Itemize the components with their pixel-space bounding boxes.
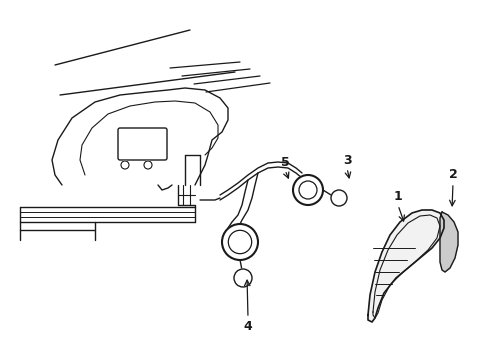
Circle shape bbox=[234, 269, 252, 287]
Circle shape bbox=[222, 224, 258, 260]
Text: 1: 1 bbox=[393, 190, 402, 203]
Text: 5: 5 bbox=[281, 156, 290, 168]
Text: 2: 2 bbox=[449, 168, 457, 181]
Text: 3: 3 bbox=[343, 153, 351, 166]
Circle shape bbox=[144, 161, 152, 169]
Circle shape bbox=[331, 190, 347, 206]
Text: 4: 4 bbox=[244, 320, 252, 333]
FancyBboxPatch shape bbox=[118, 128, 167, 160]
Polygon shape bbox=[440, 212, 458, 272]
Polygon shape bbox=[368, 210, 444, 322]
Circle shape bbox=[293, 175, 323, 205]
Circle shape bbox=[121, 161, 129, 169]
